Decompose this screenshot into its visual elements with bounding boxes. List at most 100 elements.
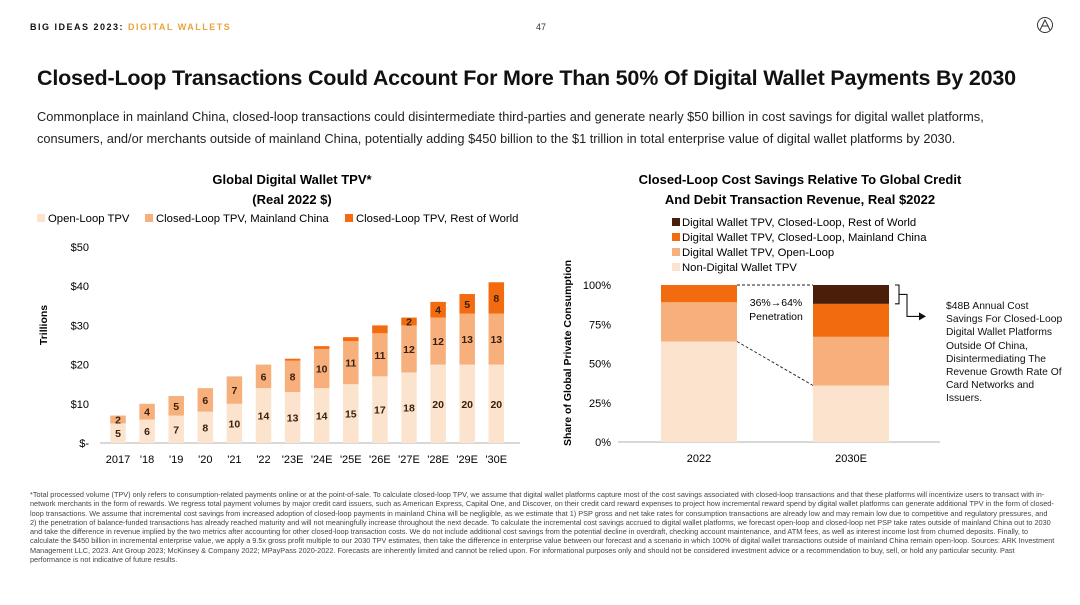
ark-logo-icon [1037, 17, 1053, 33]
legend-swatch-2 [345, 214, 353, 222]
penetration-line-bottom [736, 341, 814, 386]
y-tick-label: 75% [589, 319, 611, 331]
bar-segment [197, 388, 214, 412]
legend-label-1: Digital Wallet TPV, Closed-Loop, Mainlan… [682, 232, 927, 244]
bar-segment [430, 364, 446, 443]
y-tick-label: $- [79, 438, 89, 450]
y-tick-label: 0% [595, 437, 611, 449]
data-label: 14 [316, 411, 328, 423]
bar-segment [813, 285, 889, 304]
x-tick-label: '28E [427, 454, 449, 466]
bar-segment [168, 415, 184, 443]
x-tick-label: '18 [140, 454, 154, 466]
bar-segment [813, 303, 889, 337]
legend-swatch-1 [145, 214, 153, 222]
page-subtitle: Commonplace in mainland China, closed-lo… [37, 109, 984, 146]
bar-segment [430, 317, 446, 365]
data-label: 2 [406, 316, 412, 328]
bar-segment [110, 423, 126, 443]
data-label: 13 [490, 334, 502, 346]
data-label: 4 [144, 407, 150, 419]
bar-segment [284, 358, 301, 361]
bar-segment [661, 341, 737, 442]
bar-segment [372, 325, 388, 334]
legend-label-0: Open-Loop TPV [48, 213, 130, 225]
bar-segment [401, 325, 417, 373]
bar-segment [226, 403, 243, 443]
legend-label-2: Closed-Loop TPV, Rest of World [356, 213, 518, 225]
penetration-label-line1: 36%→64% [750, 297, 803, 309]
data-label: 12 [432, 336, 444, 348]
bar-segment [168, 395, 184, 416]
bar-segment [313, 348, 330, 389]
legend-swatch-0 [672, 218, 680, 226]
header-prefix: BIG IDEAS 2023: [30, 22, 125, 32]
legend-label-0: Digital Wallet TPV, Closed-Loop, Rest of… [682, 217, 916, 229]
bar-segment [813, 336, 889, 386]
bar-segment [661, 285, 737, 303]
right-chart-legend: Digital Wallet TPV, Closed-Loop, Rest of… [672, 217, 927, 274]
bar-segment [488, 282, 505, 314]
data-label: 13 [461, 334, 473, 346]
legend-label-2: Digital Wallet TPV, Open-Loop [682, 247, 834, 259]
data-label: 17 [374, 405, 386, 417]
data-label: 7 [173, 424, 179, 436]
data-label: 14 [258, 411, 270, 423]
left-chart-bars: 5 2 6 4 7 5 8 6 10 7 14 6 13 8 14 10 15 11 17 11 18 12 2 20 12 4 2… [110, 282, 505, 443]
cost-savings-stacked-bar-chart: Closed-Loop Cost Savings Relative To Glo… [562, 172, 962, 465]
x-tick-label: '26E [369, 454, 391, 466]
data-label: 13 [287, 413, 299, 425]
bar-segment [284, 360, 301, 393]
data-label: 2 [115, 414, 121, 426]
legend-swatch-1 [672, 233, 680, 241]
data-label: 20 [432, 399, 444, 411]
legend-swatch-0 [37, 214, 45, 222]
tpv-stacked-bar-chart: Global Digital Wallet TPV* (Real 2022 $)… [37, 172, 520, 466]
y-tick-label: $10 [71, 399, 89, 411]
header-section: DIGITAL WALLETS [128, 22, 232, 32]
annotation-arrow [899, 293, 919, 317]
annotation-bracket [895, 284, 900, 305]
bar-segment [284, 392, 301, 443]
data-label: 10 [229, 418, 241, 430]
data-label: 15 [345, 409, 357, 421]
data-label: 20 [490, 399, 502, 411]
x-tick-label: '29E [456, 454, 478, 466]
x-tick-label: '30E [485, 454, 507, 466]
x-tick-label: '22 [256, 454, 270, 466]
right-chart-title-line2: And Debit Transaction Revenue, Real $202… [665, 192, 935, 207]
x-tick-label: 2030E [835, 453, 867, 465]
legend-label-1: Closed-Loop TPV, Mainland China [156, 213, 329, 225]
data-label: 12 [403, 344, 415, 356]
legend-swatch-2 [672, 248, 680, 256]
data-label: 5 [115, 428, 121, 440]
bar-segment [488, 364, 505, 443]
y-tick-label: $50 [71, 242, 89, 254]
left-chart-title-line2: (Real 2022 $) [252, 192, 332, 207]
left-chart-title-line1: Global Digital Wallet TPV* [212, 172, 372, 187]
bar-segment [139, 403, 155, 420]
bar-segment [343, 384, 359, 443]
data-label: 8 [290, 371, 296, 383]
bar-segment [139, 419, 155, 443]
page-header: BIG IDEAS 2023: DIGITAL WALLETS [30, 22, 231, 32]
x-tick-label: '19 [169, 454, 183, 466]
data-label: 6 [261, 371, 267, 383]
cost-savings-annotation: $48B Annual Cost Savings For Closed-Loop… [946, 301, 1063, 405]
left-chart-legend: Open-Loop TPV Closed-Loop TPV, Mainland C… [37, 213, 518, 225]
x-tick-label: '21 [227, 454, 241, 466]
y-tick-label: 50% [589, 359, 611, 371]
page-number: 47 [536, 22, 547, 32]
x-tick-label: '24E [311, 454, 333, 466]
data-label: 8 [202, 422, 208, 434]
left-y-axis-label: Trillions [38, 305, 50, 345]
bar-segment [813, 385, 889, 442]
bar-segment [197, 411, 214, 443]
data-label: 10 [316, 364, 328, 376]
bar-segment [343, 341, 359, 385]
data-label: 5 [173, 401, 179, 413]
bar-segment [372, 333, 388, 377]
bar-segment [401, 317, 417, 326]
penetration-label-line2: Penetration [749, 311, 803, 323]
bar-segment [661, 302, 737, 342]
